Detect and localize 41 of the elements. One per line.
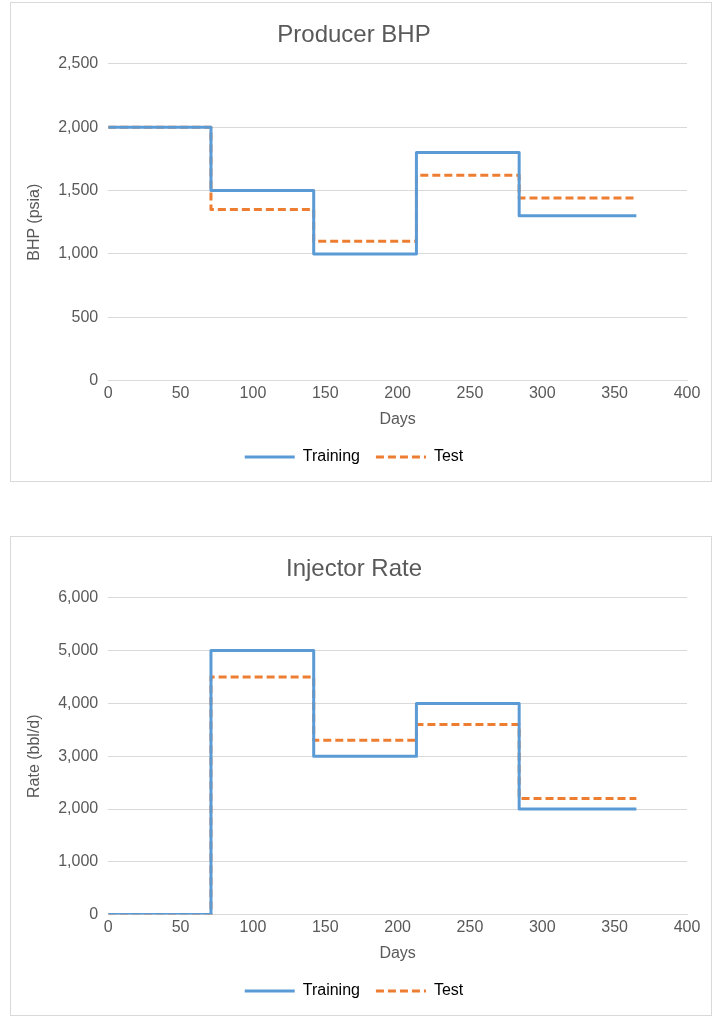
chart-title: Injector Rate (285, 554, 423, 582)
x-tick-label: 300 (528, 383, 556, 401)
y-tick-label: 1,000 (58, 244, 99, 262)
y-tick-label: 3,000 (58, 746, 99, 764)
legend-label: Test (433, 981, 464, 999)
x-tick-label: 0 (103, 383, 113, 401)
x-tick-label: 250 (456, 917, 484, 935)
x-tick-label: 350 (601, 917, 629, 935)
chart-title: Producer BHP (277, 20, 431, 48)
x-axis-title: Days (379, 409, 416, 427)
y-tick-label: 6,000 (58, 588, 99, 606)
x-tick-label: 200 (384, 917, 412, 935)
x-tick-label: 400 (673, 383, 701, 401)
x-tick-label: 0 (103, 917, 113, 935)
x-tick-label: 200 (384, 383, 412, 401)
y-tick-label: 0 (89, 905, 99, 923)
x-tick-label: 400 (673, 917, 701, 935)
x-tick-label: 50 (171, 383, 190, 401)
x-tick-label: 350 (601, 383, 629, 401)
x-tick-label: 300 (528, 917, 556, 935)
x-tick-label: 150 (311, 917, 339, 935)
x-tick-label: 100 (239, 383, 267, 401)
y-tick-label: 2,000 (58, 117, 99, 135)
y-tick-label: 0 (89, 371, 99, 389)
y-tick-label: 1,000 (58, 852, 99, 870)
y-axis-title: Rate (bbl/d) (25, 714, 43, 798)
x-tick-label: 50 (171, 917, 190, 935)
x-tick-label: 150 (311, 383, 339, 401)
legend-label: Training (302, 981, 360, 999)
legend-label: Test (433, 447, 464, 465)
x-tick-label: 100 (239, 917, 267, 935)
y-tick-label: 500 (71, 307, 99, 325)
x-axis-title: Days (379, 943, 416, 961)
y-tick-label: 2,000 (58, 799, 99, 817)
y-tick-label: 1,500 (58, 180, 99, 198)
y-axis-title: BHP (psia) (25, 183, 43, 261)
x-tick-label: 250 (456, 383, 484, 401)
legend-label: Training (302, 447, 360, 465)
y-tick-label: 2,500 (58, 54, 99, 72)
y-tick-label: 5,000 (58, 641, 99, 659)
y-tick-label: 4,000 (58, 693, 99, 711)
